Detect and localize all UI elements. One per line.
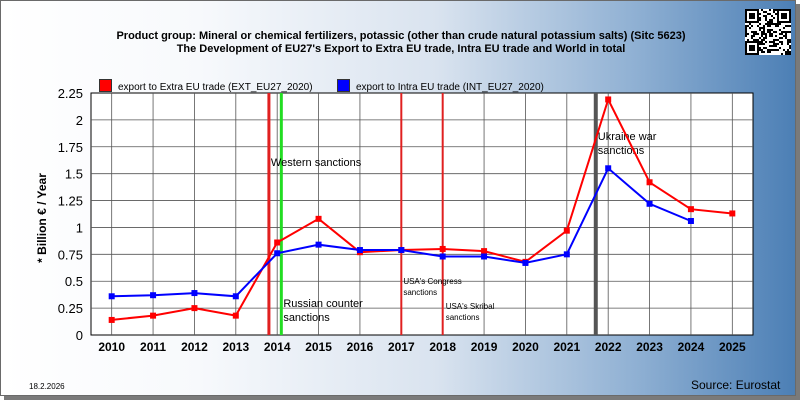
- y-tick-label: 0.75: [58, 247, 83, 262]
- data-point: [232, 293, 239, 300]
- data-point: [605, 165, 612, 172]
- event-label: Russian counter: [283, 298, 363, 310]
- data-point: [687, 217, 694, 224]
- event-label: sanctions: [283, 312, 330, 324]
- event-label: sanctions: [403, 288, 437, 297]
- legend-label-intra-eu: export to Intra EU trade (INT_EU27_2020): [356, 82, 544, 93]
- x-tick-label: 2014: [264, 340, 291, 354]
- data-point: [191, 290, 198, 297]
- x-tick-label: 2025: [719, 340, 746, 354]
- event-label: sanctions: [446, 313, 480, 322]
- data-point: [563, 251, 570, 258]
- data-point: [522, 259, 529, 266]
- x-tick-label: 2011: [140, 340, 166, 354]
- data-point: [563, 227, 570, 234]
- qr-code-icon: [745, 9, 791, 55]
- y-tick-label: 0: [76, 328, 83, 343]
- data-point: [274, 239, 281, 246]
- data-point: [481, 248, 488, 255]
- line-chart: 0 0.25 0.5 0.75 1 1.25 1.5 1.75 2 2.25 2010 2011 201…: [58, 86, 754, 354]
- x-tick-label: 2024: [678, 340, 705, 354]
- event-label: Western sanctions: [271, 157, 362, 169]
- data-point: [398, 247, 405, 254]
- legend-item-extra-eu: export to Extra EU trade (EXT_EU27_2020): [99, 79, 313, 93]
- x-tick-label: 2023: [636, 340, 663, 354]
- data-point: [150, 312, 157, 319]
- x-tick-label: 2021: [553, 340, 580, 354]
- data-point: [108, 316, 115, 323]
- legend-swatch-intra-eu: [337, 79, 350, 92]
- data-point: [191, 305, 198, 312]
- x-tick-label: 2018: [429, 340, 456, 354]
- x-tick-label: 2016: [347, 340, 374, 354]
- chart-title: Product group: Mineral or chemical ferti…: [116, 30, 686, 42]
- data-point: [108, 293, 115, 300]
- data-point: [687, 206, 694, 213]
- legend-item-intra-eu: export to Intra EU trade (INT_EU27_2020): [337, 79, 544, 93]
- x-tick-label: 2020: [512, 340, 539, 354]
- event-label: sanctions: [598, 145, 645, 157]
- data-point: [646, 200, 653, 207]
- data-point: [315, 215, 322, 222]
- plot-area: [90, 92, 754, 336]
- x-tick-label: 2019: [471, 340, 498, 354]
- legend-label-extra-eu: export to Extra EU trade (EXT_EU27_2020): [118, 82, 313, 93]
- data-point: [605, 96, 612, 103]
- y-tick-label: 2: [76, 113, 83, 128]
- x-tick-label: 2015: [305, 340, 332, 354]
- y-tick-label: 1.5: [65, 167, 83, 182]
- chart-subtitle: The Development of EU27's Export to Extr…: [176, 43, 626, 55]
- legend-swatch-extra-eu: [99, 79, 112, 92]
- data-point: [439, 245, 446, 252]
- data-point: [274, 250, 281, 257]
- y-tick-label: 1.25: [58, 194, 83, 209]
- data-point: [439, 253, 446, 260]
- y-tick-label: 1.75: [58, 140, 83, 155]
- x-tick-label: 2017: [388, 340, 415, 354]
- data-point: [356, 247, 363, 254]
- x-tick-label: 2022: [595, 340, 622, 354]
- source-note: Source: Eurostat: [691, 378, 781, 392]
- y-tick-label: 0.25: [58, 301, 83, 316]
- data-point: [481, 253, 488, 260]
- y-tick-label: 2.25: [58, 86, 83, 101]
- y-tick-label: 0.5: [65, 274, 83, 289]
- y-tick-label: 1: [76, 220, 83, 235]
- y-axis-label: * Billion € / Year: [35, 173, 49, 263]
- x-tick-label: 2012: [181, 340, 208, 354]
- data-point: [232, 312, 239, 319]
- data-point: [729, 210, 736, 217]
- data-point: [150, 292, 157, 299]
- date-stamp: 18.2.2026: [29, 382, 65, 391]
- x-tick-label: 2010: [98, 340, 125, 354]
- data-point: [646, 179, 653, 186]
- data-point: [315, 241, 322, 248]
- series-line-extra-eu: [111, 96, 733, 321]
- event-label: USA's Congress: [403, 277, 461, 286]
- x-tick-label: 2013: [222, 340, 249, 354]
- event-label: USA's Skribal: [446, 302, 495, 311]
